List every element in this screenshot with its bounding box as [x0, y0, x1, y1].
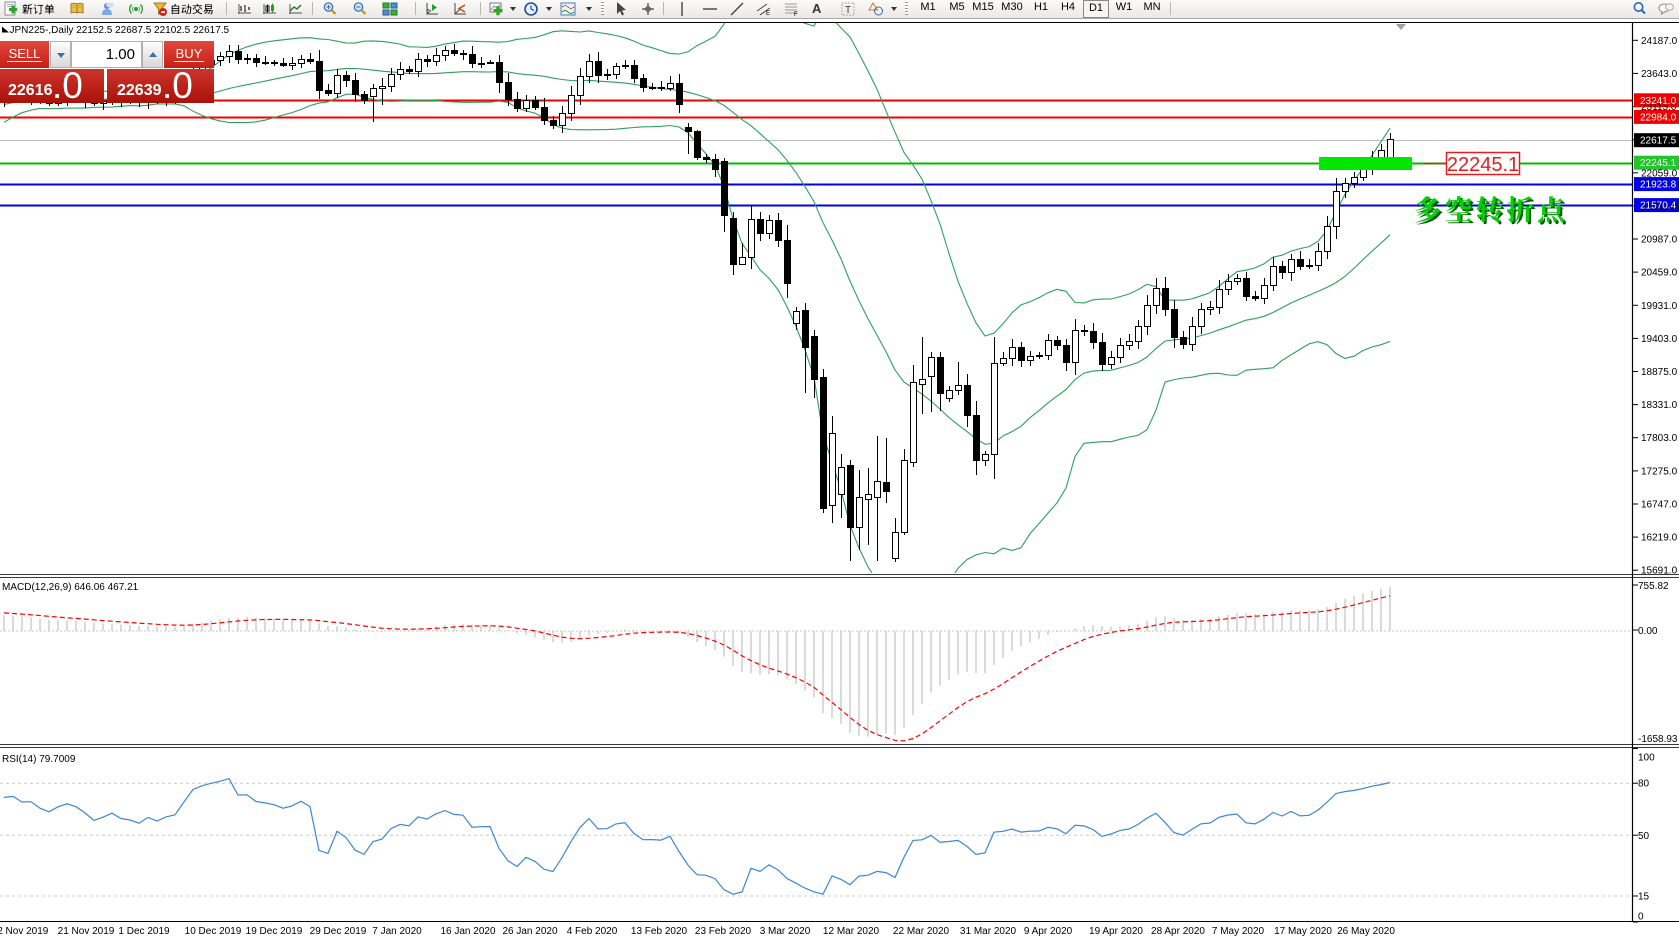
svg-text:17275.0: 17275.0 — [1641, 466, 1678, 477]
svg-text:23643.0: 23643.0 — [1641, 69, 1678, 80]
svg-text:12 Mar 2020: 12 Mar 2020 — [823, 926, 880, 937]
svg-text:1 Dec 2019: 1 Dec 2019 — [118, 926, 170, 937]
svg-text:19 Dec 2019: 19 Dec 2019 — [246, 926, 303, 937]
svg-text:22984.0: 22984.0 — [1640, 112, 1677, 123]
svg-text:22617.5: 22617.5 — [1640, 136, 1677, 147]
svg-text:755.82: 755.82 — [1638, 581, 1669, 592]
svg-text:18331.0: 18331.0 — [1641, 400, 1678, 411]
svg-text:21570.4: 21570.4 — [1640, 201, 1677, 212]
svg-text:17803.0: 17803.0 — [1641, 433, 1678, 444]
svg-text:28 Apr 2020: 28 Apr 2020 — [1151, 926, 1205, 937]
svg-text:F: F — [794, 12, 798, 17]
svg-text:17 May 2020: 17 May 2020 — [1274, 926, 1332, 937]
svg-text:23115.0: 23115.0 — [1641, 102, 1677, 113]
svg-text:13 Feb 2020: 13 Feb 2020 — [631, 926, 688, 937]
svg-text:10 Dec 2019: 10 Dec 2019 — [185, 926, 242, 937]
svg-text:21531.0: 21531.0 — [1641, 201, 1678, 212]
svg-text:16219.0: 16219.0 — [1641, 533, 1678, 544]
svg-text:3 Mar 2020: 3 Mar 2020 — [760, 926, 811, 937]
svg-text:15: 15 — [1638, 892, 1650, 903]
svg-text:RSI(14) 79.7009: RSI(14) 79.7009 — [2, 754, 76, 765]
svg-text:19 Apr 2020: 19 Apr 2020 — [1089, 926, 1143, 937]
svg-text:50: 50 — [1638, 831, 1650, 842]
svg-text:0: 0 — [1638, 912, 1644, 923]
svg-text:16 Jan 2020: 16 Jan 2020 — [440, 926, 495, 937]
svg-text:JPN225-,Daily 22152.5 22687.5: JPN225-,Daily 22152.5 22687.5 22102.5 22… — [10, 25, 230, 36]
svg-text:19931.0: 19931.0 — [1641, 301, 1678, 312]
svg-text:20987.0: 20987.0 — [1641, 235, 1678, 246]
svg-text:21 Nov 2019: 21 Nov 2019 — [58, 926, 115, 937]
svg-text:7 Jan 2020: 7 Jan 2020 — [372, 926, 422, 937]
svg-text:4 Feb 2020: 4 Feb 2020 — [567, 926, 618, 937]
svg-text:100: 100 — [1638, 753, 1655, 764]
svg-text:19403.0: 19403.0 — [1641, 334, 1678, 345]
svg-text:E: E — [766, 11, 770, 17]
svg-text:23 Feb 2020: 23 Feb 2020 — [695, 926, 752, 937]
svg-text:24187.0: 24187.0 — [1641, 36, 1678, 47]
svg-text:22 Mar 2020: 22 Mar 2020 — [893, 926, 950, 937]
svg-text:22587.0: 22587.0 — [1641, 135, 1678, 146]
svg-text:26 May 2020: 26 May 2020 — [1337, 926, 1395, 937]
svg-text:7 May 2020: 7 May 2020 — [1212, 926, 1265, 937]
svg-text:15691.0: 15691.0 — [1641, 566, 1678, 577]
svg-text:21923.8: 21923.8 — [1640, 180, 1677, 191]
svg-text:T: T — [845, 5, 851, 16]
svg-text:80: 80 — [1638, 779, 1650, 790]
svg-text:0.00: 0.00 — [1638, 626, 1658, 637]
svg-text:9 Apr 2020: 9 Apr 2020 — [1024, 926, 1073, 937]
svg-text:MACD(12,26,9) 646.06 467.21: MACD(12,26,9) 646.06 467.21 — [2, 582, 139, 593]
svg-text:22245.1: 22245.1 — [1640, 158, 1677, 169]
svg-text:22059.0: 22059.0 — [1641, 168, 1678, 179]
svg-text:16747.0: 16747.0 — [1641, 500, 1678, 511]
svg-text:18875.0: 18875.0 — [1641, 367, 1678, 378]
svg-text:31 Mar 2020: 31 Mar 2020 — [960, 926, 1017, 937]
svg-text:-1658.93: -1658.93 — [1638, 734, 1678, 745]
svg-text:26 Jan 2020: 26 Jan 2020 — [502, 926, 557, 937]
svg-text:20459.0: 20459.0 — [1641, 268, 1678, 279]
svg-text:22245.1: 22245.1 — [1447, 154, 1519, 176]
svg-text:23241.0: 23241.0 — [1640, 96, 1677, 107]
svg-text:12 Nov 2019: 12 Nov 2019 — [0, 926, 49, 937]
svg-text:29 Dec 2019: 29 Dec 2019 — [310, 926, 367, 937]
